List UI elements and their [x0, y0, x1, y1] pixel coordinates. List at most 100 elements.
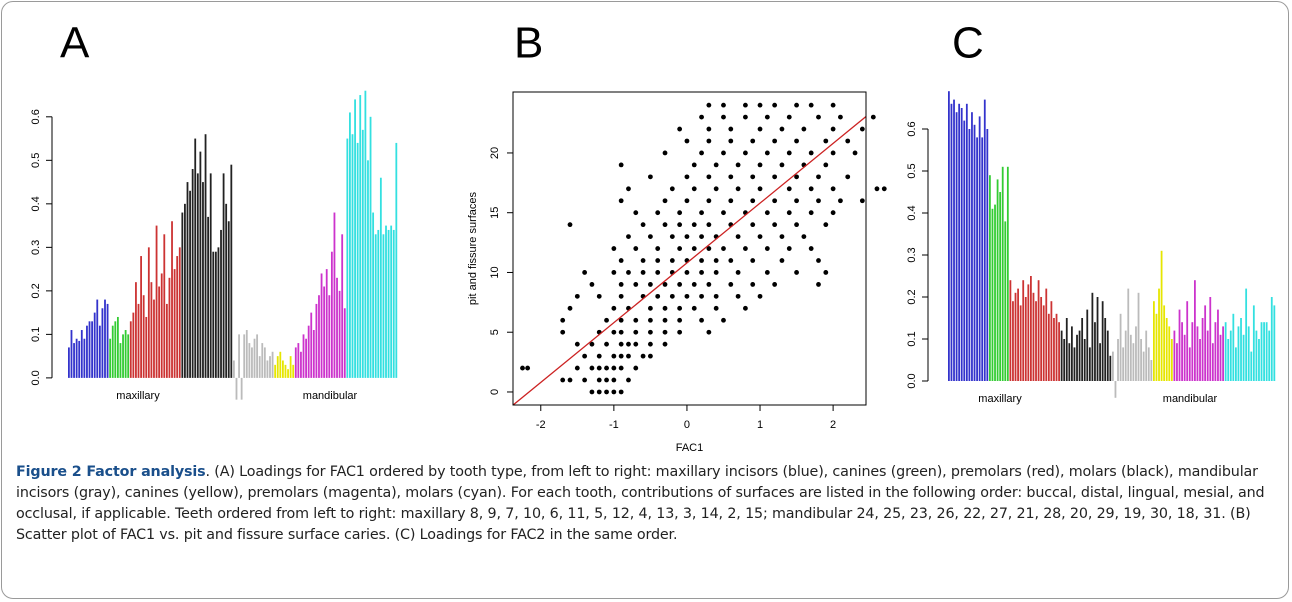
- bar: [119, 343, 122, 378]
- bar: [1117, 339, 1119, 381]
- point: [611, 353, 617, 359]
- bar: [184, 203, 186, 378]
- bar: [1160, 250, 1163, 381]
- bar: [1260, 322, 1263, 381]
- bar: [320, 273, 323, 378]
- bar: [1112, 351, 1114, 381]
- point: [611, 246, 617, 251]
- bar: [986, 129, 989, 381]
- point: [655, 270, 661, 275]
- bar: [968, 129, 971, 381]
- bar: [1170, 339, 1173, 381]
- bar: [274, 364, 277, 378]
- point: [786, 246, 792, 251]
- point: [691, 222, 697, 228]
- bar: [948, 91, 950, 381]
- bar: [1099, 343, 1101, 381]
- point: [567, 222, 573, 228]
- point: [626, 234, 631, 240]
- bar: [333, 212, 336, 378]
- bar: [238, 334, 240, 378]
- point: [757, 186, 763, 192]
- bar: [359, 95, 362, 378]
- bar: [1012, 301, 1014, 381]
- point: [772, 222, 778, 228]
- caption-text: . (A) Loadings for FAC1 ordered by tooth…: [16, 464, 1265, 543]
- bar: [361, 129, 364, 378]
- y-tick-label: 0.2: [906, 289, 918, 304]
- bar: [142, 295, 145, 378]
- point: [721, 102, 726, 108]
- bar: [212, 251, 215, 378]
- bar: [1150, 360, 1153, 381]
- figure: A 0.0 0.1 0.2 0.3 0.4 0.5 0.6 maxillary mandibula…: [30, 19, 1276, 454]
- bar: [171, 221, 173, 378]
- point: [735, 234, 741, 240]
- bar: [116, 316, 119, 378]
- bar: [207, 216, 210, 378]
- bar: [983, 99, 986, 381]
- point: [647, 174, 653, 180]
- point: [845, 138, 851, 144]
- bar: [1176, 343, 1178, 381]
- bar: [289, 356, 292, 378]
- point: [669, 186, 675, 192]
- point: [816, 198, 821, 204]
- bar: [1006, 166, 1009, 381]
- bar: [1201, 318, 1204, 381]
- point: [684, 138, 690, 144]
- bar: [279, 351, 282, 378]
- bar: [124, 330, 127, 378]
- bar: [1101, 301, 1104, 381]
- point: [677, 329, 683, 335]
- bar: [310, 312, 313, 378]
- y-tick-label: 0.2: [30, 283, 42, 298]
- point: [655, 258, 661, 263]
- point: [589, 389, 595, 395]
- y-tick-label: 0.5: [906, 163, 918, 178]
- bar: [165, 303, 168, 378]
- bar: [245, 330, 248, 378]
- bar: [248, 343, 251, 378]
- bar: [1173, 330, 1176, 381]
- bar: [1106, 330, 1109, 381]
- point: [699, 210, 704, 216]
- bar: [1245, 288, 1248, 381]
- bar: [266, 360, 269, 378]
- bar: [147, 247, 150, 378]
- bar: [73, 343, 75, 378]
- point: [706, 222, 712, 228]
- bar: [971, 112, 973, 381]
- point: [611, 377, 617, 383]
- bar: [209, 173, 212, 378]
- bar: [1142, 351, 1145, 381]
- bar: [1199, 339, 1201, 381]
- point: [618, 293, 624, 299]
- point: [801, 234, 807, 240]
- point: [640, 222, 646, 228]
- bar: [217, 247, 220, 378]
- bar: [127, 334, 130, 378]
- point: [757, 126, 763, 132]
- bar: [1186, 301, 1189, 381]
- point: [560, 377, 566, 383]
- bar: [1060, 330, 1063, 381]
- bar: [1188, 347, 1191, 381]
- point: [669, 293, 675, 299]
- point: [713, 293, 719, 299]
- bar: [233, 360, 235, 378]
- bar: [1065, 318, 1068, 381]
- bar: [1058, 322, 1060, 381]
- bar: [1252, 305, 1255, 381]
- point: [677, 210, 683, 216]
- bar: [104, 299, 106, 378]
- bar: [150, 282, 153, 378]
- bar: [1237, 326, 1240, 381]
- bar: [240, 377, 243, 400]
- point: [633, 210, 639, 216]
- point: [596, 389, 602, 395]
- bar: [996, 179, 999, 381]
- point: [757, 293, 763, 299]
- point: [618, 353, 624, 359]
- point: [684, 270, 690, 275]
